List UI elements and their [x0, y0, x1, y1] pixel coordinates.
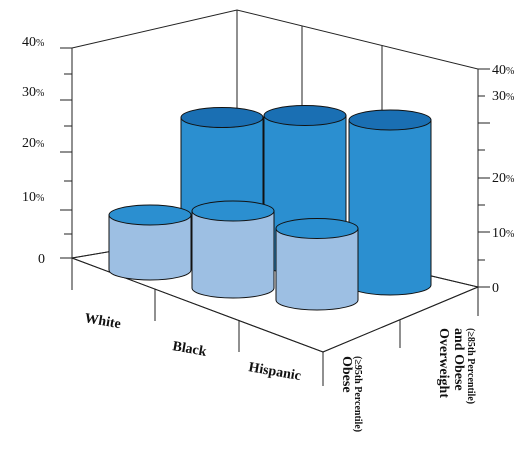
category-label-black: Black: [171, 339, 208, 360]
right-tick-label: 0: [492, 281, 499, 296]
cylinder-top: [275, 218, 359, 239]
series-labels: Obese (≥95th Percentile) Overweight and …: [339, 328, 476, 432]
cylinder-obese-white: [108, 204, 192, 281]
cylinder-top: [263, 105, 347, 126]
left-tick-label: 0: [38, 252, 45, 267]
series-label-overweight-sub: (≥85th Percentile): [465, 328, 476, 404]
left-tick-label: 30%: [22, 85, 45, 100]
cylinder-body: [275, 228, 359, 311]
cylinder-body: [348, 119, 432, 296]
left-tick-label: 20%: [22, 136, 45, 151]
cylinder-top: [191, 200, 275, 222]
cylinder-top: [348, 109, 432, 131]
floor-right-edge: [322, 286, 479, 353]
right-tick-label: 20%: [492, 171, 515, 186]
cylinder-body: [108, 214, 192, 281]
left-tick-labels: 0 10% 20% 30% 40%: [22, 35, 45, 267]
category-separators: [71, 258, 479, 386]
category-label-white: White: [83, 311, 122, 332]
category-label-hispanic: Hispanic: [247, 360, 302, 384]
series-label-overweight: Overweight and Obese (≥85th Percentile): [436, 328, 476, 404]
series-label-overweight-name: Overweight: [436, 328, 451, 398]
series-label-obese-sub: (≥95th Percentile): [352, 356, 363, 432]
cylinder-obese-black: [191, 200, 275, 299]
left-axis: [60, 47, 72, 259]
category-labels: White Black Hispanic: [83, 311, 302, 384]
cylinder-top: [180, 107, 264, 128]
cylinder-obese-hispanic: [275, 218, 359, 311]
series-label-overweight-line1: Overweight: [436, 328, 451, 398]
right-tick-label: 30%: [492, 89, 515, 104]
cylinder-body: [191, 210, 275, 299]
series-label-obese-name: Obese: [339, 356, 354, 393]
cylinder-top: [108, 204, 192, 226]
cylinders: [108, 105, 432, 311]
series-label-obese: Obese (≥95th Percentile): [339, 356, 363, 432]
left-tick-label: 40%: [22, 35, 45, 50]
right-tick-label: 40%: [492, 63, 515, 78]
right-tick-labels: 0 10% 20% 30% 40%: [492, 63, 515, 296]
right-tick-label: 10%: [492, 226, 515, 241]
right-axis: [478, 68, 490, 288]
series-label-overweight-name2: and Obese: [451, 328, 466, 391]
cylinder-overweight-hispanic: [348, 109, 432, 296]
series-label-overweight-line2: and Obese: [451, 328, 466, 391]
left-tick-label: 10%: [22, 190, 45, 205]
